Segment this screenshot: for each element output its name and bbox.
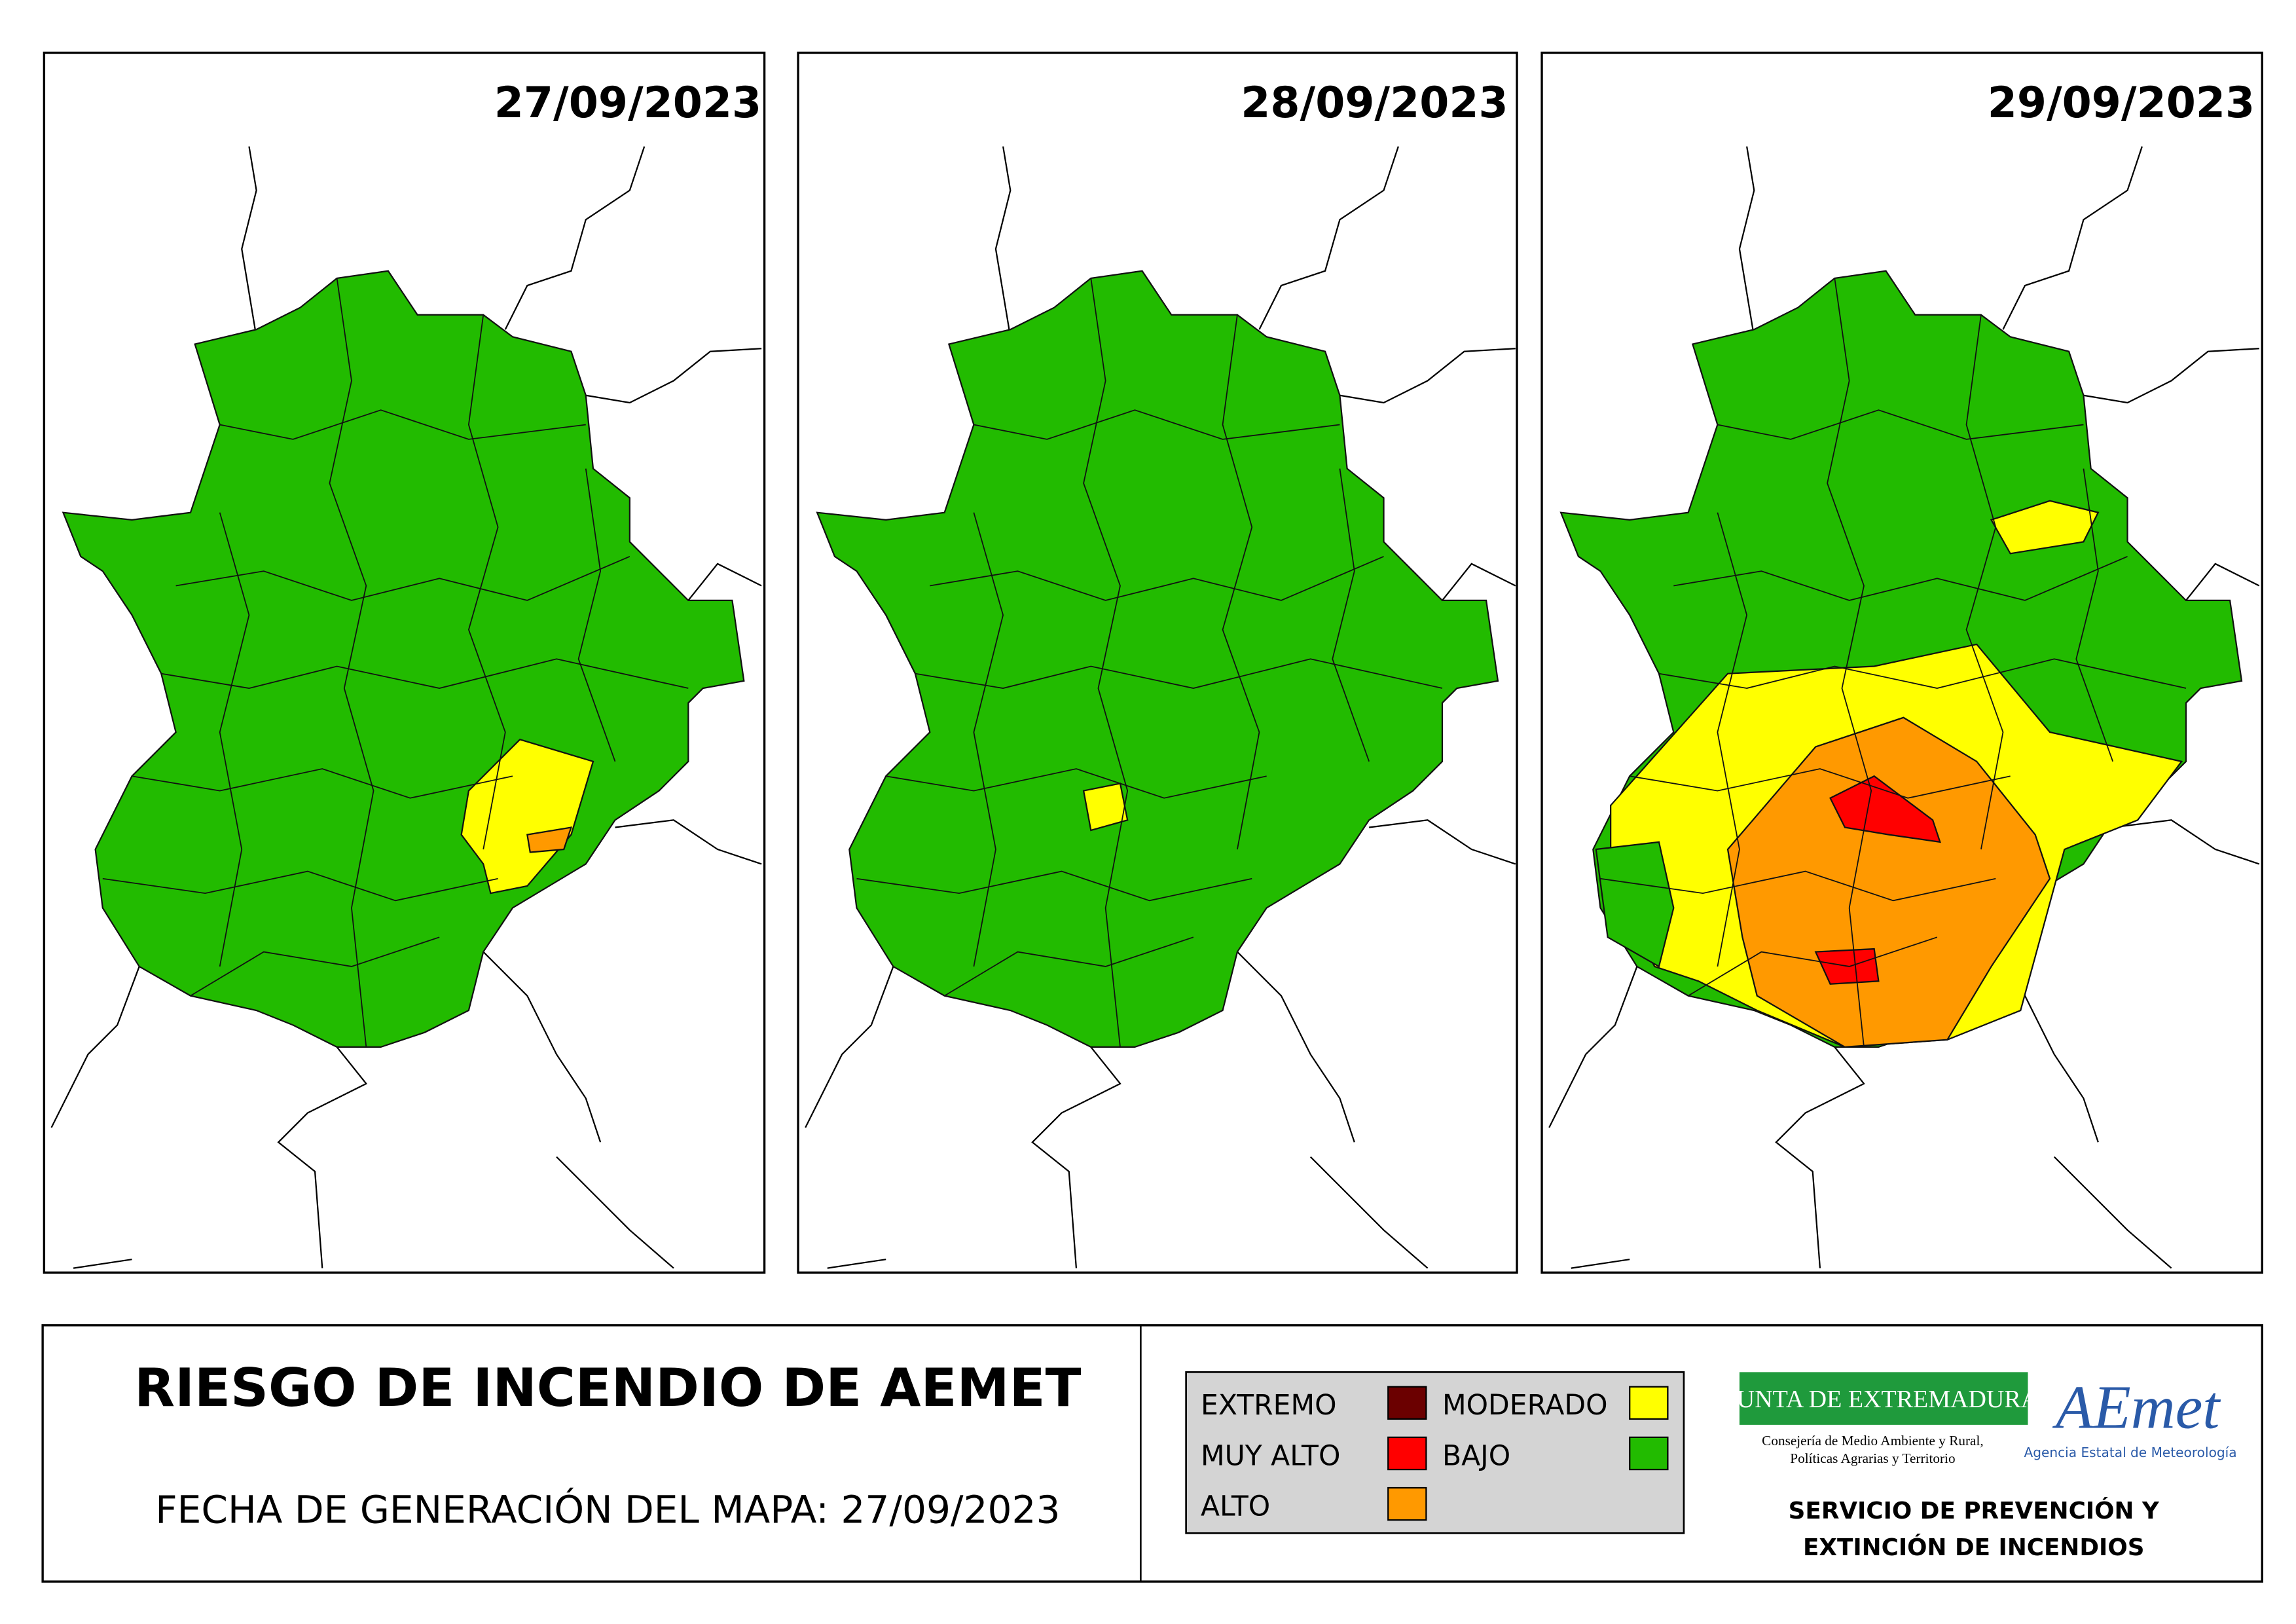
legend-swatch [1629,1436,1669,1471]
legend: EXTREMO MUY ALTO ALTO MODERADO BAJO [1185,1371,1685,1534]
aemet-logo: AEmet [2052,1373,2221,1441]
subtitle: FECHA DE GENERACIÓN DEL MAPA: 27/09/2023 [155,1487,1060,1532]
legend-label: EXTREMO [1201,1390,1337,1422]
legend-label: MODERADO [1442,1390,1608,1422]
legend-swatch [1629,1386,1669,1420]
service-text: SERVICIO DE PREVENCIÓN Y [1789,1497,2160,1524]
junta-name: JUNTA DE EXTREMADURA [1727,1386,2039,1413]
service-text: EXTINCIÓN DE INCENDIOS [1803,1534,2145,1561]
panel-date: 29/09/2023 [1988,79,2255,128]
map-panel: 27/09/2023 [43,51,766,1274]
map-panel: 29/09/2023 [1540,51,2263,1274]
risk-area [1726,716,2051,1048]
risk-area [1082,783,1129,832]
junta-logo [1739,1372,2028,1425]
risk-area [1829,775,1941,843]
footer-box [41,1324,2263,1583]
title: RIESGO DE INCENDIO DE AEMET [134,1357,1081,1418]
legend-swatch [1387,1386,1427,1420]
risk-area [1595,841,1675,968]
panel-date: 27/09/2023 [494,79,761,128]
legend-label: MUY ALTO [1201,1440,1340,1472]
risk-area [1990,500,2100,555]
risk-area [526,826,573,853]
legend-swatch [1387,1436,1427,1471]
risk-area [460,739,594,895]
legend-label: BAJO [1442,1440,1510,1472]
junta-sub: Políticas Agrarias y Territorio [1790,1450,1955,1466]
junta-sub: Consejería de Medio Ambiente y Rural, [1762,1433,1984,1449]
aemet-sub: Agencia Estatal de Meteorología [2024,1445,2236,1460]
legend-swatch [1387,1486,1427,1521]
map-panel: 28/09/2023 [797,51,1518,1274]
panel-date: 28/09/2023 [1241,79,1508,128]
legend-label: ALTO [1201,1491,1270,1523]
